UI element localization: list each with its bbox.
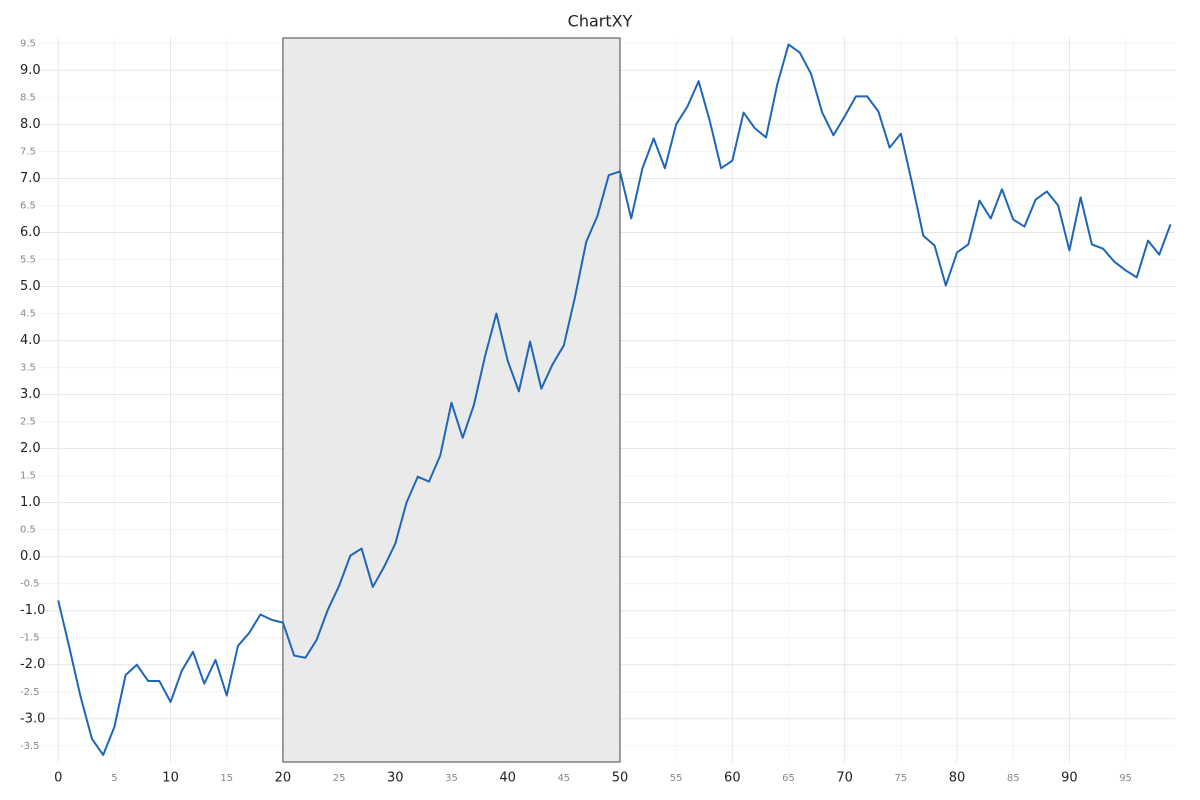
x-tick-label-minor: 85 <box>1007 773 1020 784</box>
y-tick-label: 8.0 <box>20 117 41 132</box>
x-tick-label-minor: 75 <box>894 773 907 784</box>
x-tick-label: 10 <box>162 771 179 786</box>
y-tick-label: 4.0 <box>20 333 41 348</box>
x-tick-label-minor: 45 <box>557 773 570 784</box>
y-tick-label-minor: 7.5 <box>20 146 36 157</box>
y-tick-label-minor: 0.5 <box>20 525 36 536</box>
x-tick-label-minor: 55 <box>670 773 683 784</box>
x-tick-label-minor: 35 <box>445 773 458 784</box>
x-tick-label-minor: 95 <box>1119 773 1132 784</box>
y-tick-label-minor: 6.5 <box>20 200 36 211</box>
x-tick-label: 30 <box>387 771 404 786</box>
chart-title: ChartXY <box>568 12 633 31</box>
y-tick-label-minor: 1.5 <box>20 471 36 482</box>
x-tick-label-minor: 15 <box>220 773 233 784</box>
x-tick-label: 0 <box>54 771 62 786</box>
y-tick-label: 7.0 <box>20 171 41 186</box>
y-tick-label-minor: 4.5 <box>20 309 36 320</box>
y-tick-label: 3.0 <box>20 387 41 402</box>
y-tick-label-minor: 9.5 <box>20 38 36 49</box>
y-tick-label-minor: -2.5 <box>20 687 40 698</box>
y-tick-label-minor: -3.5 <box>20 741 40 752</box>
x-tick-label: 80 <box>949 771 966 786</box>
x-tick-label-minor: 25 <box>333 773 346 784</box>
highlight-band <box>282 37 621 763</box>
y-tick-label: -1.0 <box>20 603 45 618</box>
y-tick-label: 6.0 <box>20 225 41 240</box>
y-tick-label-minor: -0.5 <box>20 579 40 590</box>
x-tick-label: 20 <box>275 771 292 786</box>
x-tick-label: 60 <box>724 771 741 786</box>
y-tick-label-minor: 2.5 <box>20 417 36 428</box>
y-tick-label-minor: -1.5 <box>20 633 40 644</box>
y-tick-label: 2.0 <box>20 441 41 456</box>
x-tick-label: 90 <box>1061 771 1078 786</box>
x-tick-label: 70 <box>836 771 853 786</box>
y-tick-label-minor: 8.5 <box>20 92 36 103</box>
x-tick-label-minor: 5 <box>111 773 117 784</box>
x-tick-label: 50 <box>612 771 629 786</box>
y-tick-label: -2.0 <box>20 657 45 672</box>
x-tick-label: 40 <box>499 771 516 786</box>
y-tick-label: -3.0 <box>20 711 45 726</box>
y-tick-label: 1.0 <box>20 495 41 510</box>
y-tick-label-minor: 5.5 <box>20 255 36 266</box>
data-line <box>57 43 1172 756</box>
y-tick-label: 5.0 <box>20 279 41 294</box>
x-tick-label-minor: 65 <box>782 773 795 784</box>
y-tick-label: 0.0 <box>20 549 41 564</box>
y-tick-label: 9.0 <box>20 63 41 78</box>
y-tick-label-minor: 3.5 <box>20 363 36 374</box>
